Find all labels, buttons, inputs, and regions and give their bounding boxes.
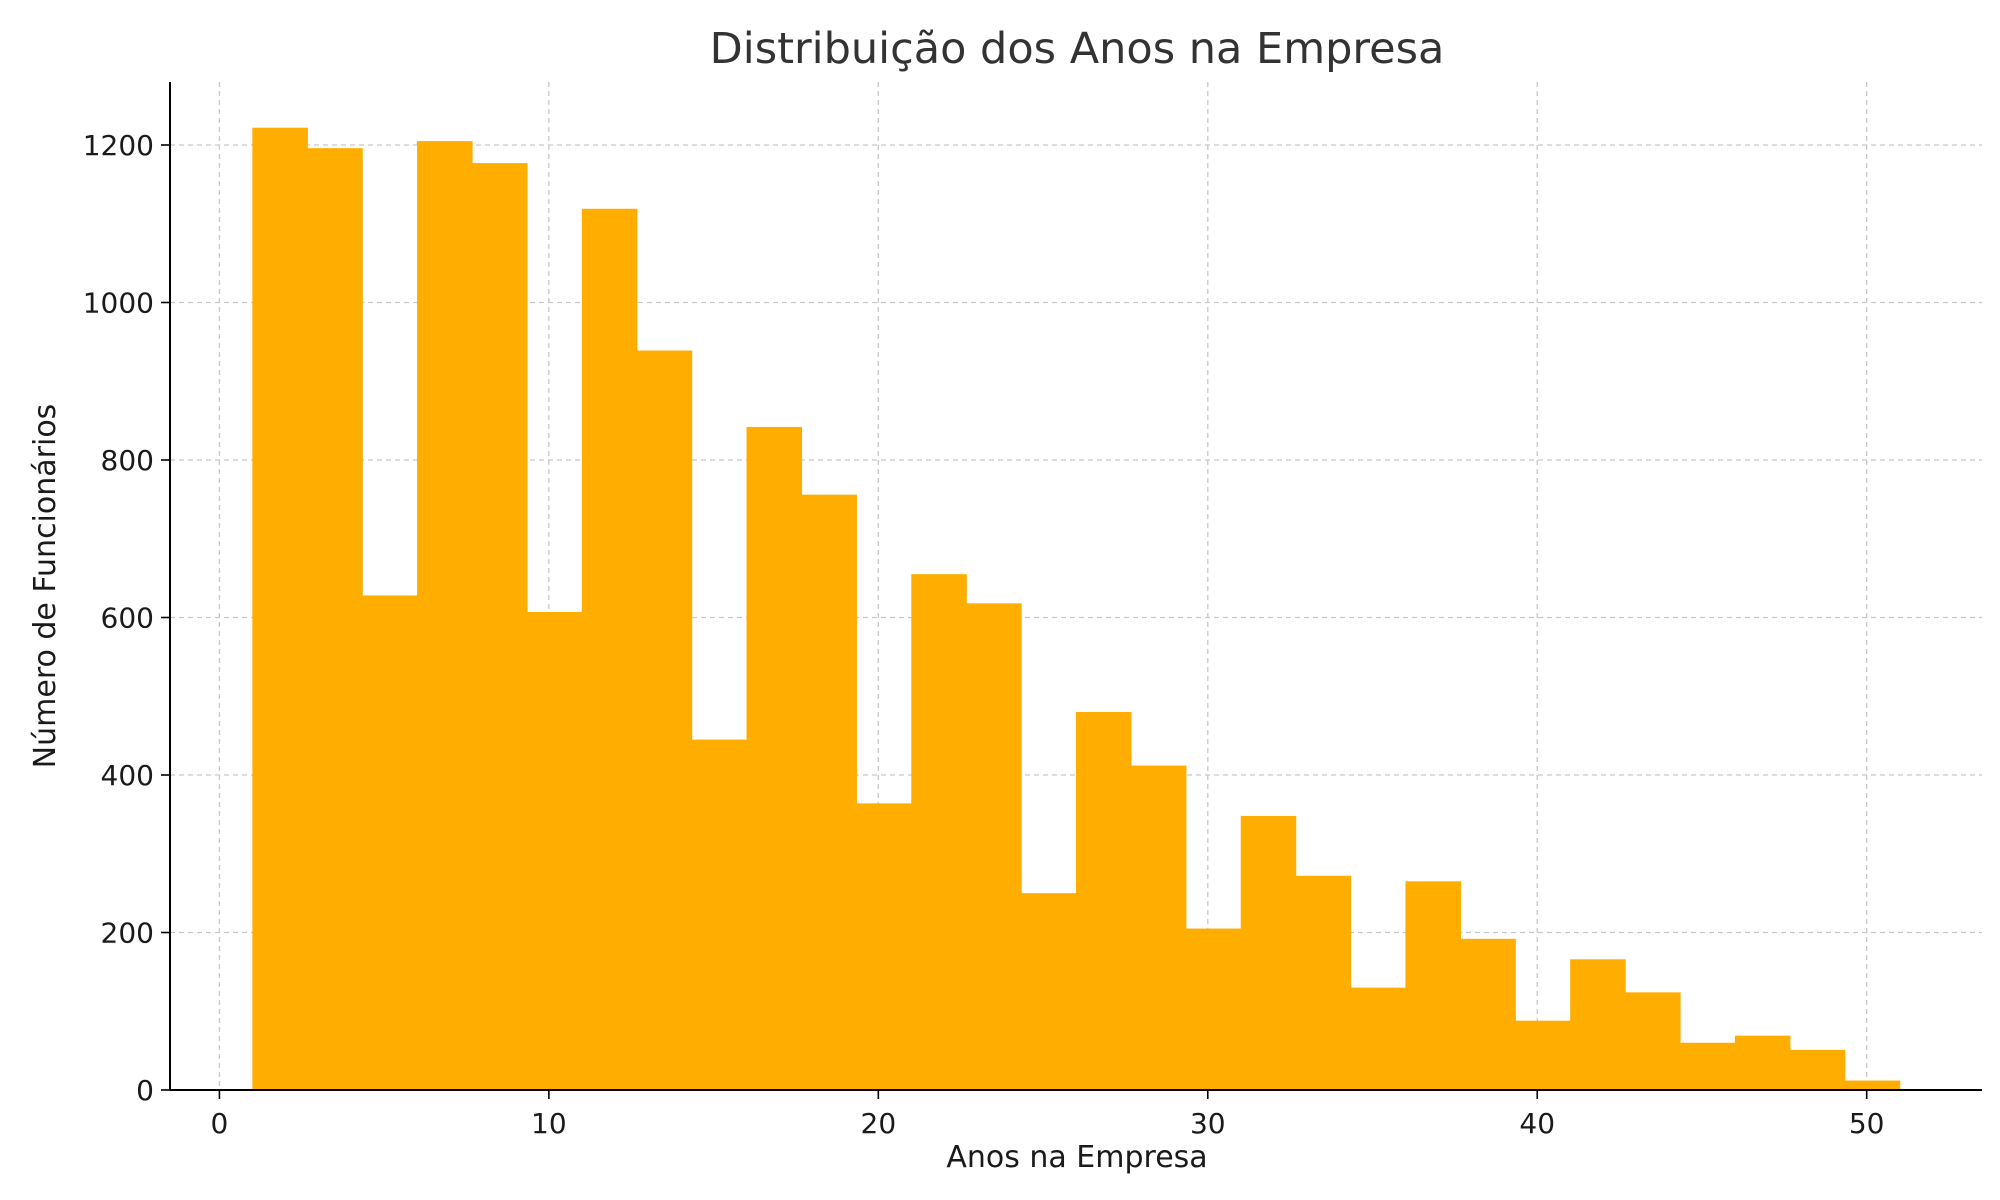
histogram-bar: [1021, 893, 1077, 1090]
x-tick-label: 10: [531, 1107, 567, 1140]
histogram-bar: [1625, 992, 1681, 1090]
histogram-bar: [1240, 815, 1297, 1090]
histogram-bar: [1295, 875, 1352, 1090]
histogram-bar: [472, 163, 528, 1091]
histogram-bar: [1130, 765, 1187, 1090]
bars-layer: [252, 127, 1901, 1091]
y-tick-label: 200: [101, 917, 154, 950]
axes-layer: [169, 82, 1982, 1091]
y-axis-label: Número de Funcionários: [28, 404, 63, 769]
histogram-bar: [746, 426, 803, 1090]
histogram-bar: [1405, 881, 1461, 1090]
x-tick-label: 30: [1190, 1107, 1226, 1140]
histogram-bar: [911, 574, 967, 1090]
histogram-bar: [801, 494, 857, 1090]
y-tick-label: 600: [101, 602, 154, 635]
x-tick-label: 40: [1519, 1107, 1555, 1140]
y-tick-label: 800: [101, 444, 154, 477]
histogram-bar: [362, 595, 418, 1090]
histogram-bar: [1350, 987, 1407, 1090]
x-tick-label: 0: [211, 1107, 229, 1140]
histogram-bar: [526, 611, 583, 1090]
x-tick-label: 20: [861, 1107, 897, 1140]
y-tick-label: 0: [136, 1074, 154, 1107]
histogram-bar: [581, 208, 638, 1091]
histogram-bar: [417, 141, 473, 1090]
chart-title: Distribuição dos Anos na Empresa: [710, 24, 1445, 74]
x-axis-label: Anos na Empresa: [946, 1140, 1207, 1175]
histogram-bar: [691, 739, 748, 1090]
histogram-bar: [1185, 928, 1242, 1090]
histogram-bar: [1679, 1042, 1736, 1090]
histogram-bar: [1515, 1020, 1571, 1090]
histogram-bar: [1844, 1080, 1901, 1090]
histogram-bar: [856, 803, 912, 1090]
histogram-bar: [307, 148, 363, 1090]
histogram-bar: [1570, 959, 1626, 1090]
x-tick-label: 50: [1849, 1107, 1885, 1140]
histogram-bar: [636, 350, 693, 1091]
histogram-bar: [1734, 1035, 1791, 1090]
y-tick-label: 1000: [83, 287, 154, 320]
histogram-bar: [1076, 712, 1132, 1090]
histogram-bar: [1460, 938, 1516, 1090]
histogram-bar: [966, 603, 1022, 1090]
histogram-bar: [1789, 1049, 1846, 1090]
histogram-bar: [252, 127, 308, 1091]
y-tick-label: 1200: [83, 129, 154, 162]
ticks-layer: 0 10 20 30 40 50 0 200 400 600 800 1000 1200: [83, 129, 1885, 1140]
y-tick-label: 400: [101, 759, 154, 792]
